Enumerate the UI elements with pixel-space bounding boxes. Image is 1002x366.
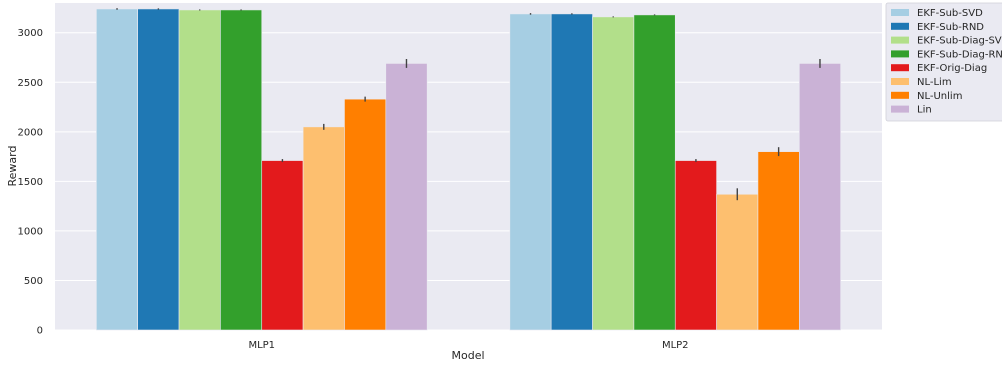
bar [261, 160, 304, 331]
legend-swatch [891, 36, 909, 44]
bar [798, 63, 841, 331]
y-tick-labels: 0 500 1000 1500 2000 2500 3000 [18, 28, 43, 336]
bar [592, 16, 635, 331]
legend-entry: EKF-Sub-SVD [917, 8, 983, 19]
legend-entry: EKF-Sub-Diag-SVD [917, 36, 1002, 47]
y-axis-label: Reward [6, 146, 19, 187]
error-bars-group [116, 8, 821, 201]
bar [633, 14, 676, 331]
bars-group [96, 8, 841, 331]
legend-swatch [891, 105, 909, 113]
bar [385, 63, 428, 331]
legend-swatch [891, 78, 909, 85]
legend-entry: EKF-Sub-RND [917, 22, 984, 33]
bar [509, 13, 552, 331]
x-axis-label: Model [451, 349, 484, 362]
y-tick-label: 1000 [18, 226, 43, 237]
x-tick-label: MLP1 [248, 340, 275, 351]
legend-swatch [891, 91, 909, 99]
legend-swatch [891, 22, 909, 30]
y-tick-label: 2500 [18, 78, 43, 89]
bar [137, 8, 180, 331]
x-tick-label: MLP2 [662, 340, 689, 351]
legend-box [885, 2, 1002, 122]
bar [302, 126, 345, 331]
y-tick-label: 2000 [18, 127, 43, 138]
legend-entry: EKF-Orig-Diag [917, 63, 987, 74]
legend-entry: Lin [917, 105, 932, 116]
legend-entry: EKF-Sub-Diag-RND [917, 49, 1002, 60]
bar [550, 13, 593, 331]
bar [178, 9, 221, 331]
legend-swatch [891, 64, 909, 72]
x-tick-labels: MLP1 MLP2 [248, 340, 688, 351]
bar [96, 8, 138, 331]
y-tick-label: 500 [24, 276, 43, 287]
legend-entry: NL-Unlim [917, 91, 962, 102]
bar [716, 193, 759, 331]
legend-entry: NL-Lim [917, 77, 952, 88]
legend-swatch [891, 9, 909, 16]
y-tick-label: 3000 [18, 28, 43, 39]
y-tick-label: 1500 [18, 177, 43, 188]
legend-swatch [891, 50, 909, 58]
bar [220, 9, 263, 331]
bar [674, 160, 717, 331]
bar [757, 151, 800, 331]
bar [344, 98, 387, 331]
legend: EKF-Sub-SVD EKF-Sub-RND EKF-Sub-Diag-SVD EK… [885, 2, 1002, 122]
y-tick-label: 0 [37, 326, 43, 337]
